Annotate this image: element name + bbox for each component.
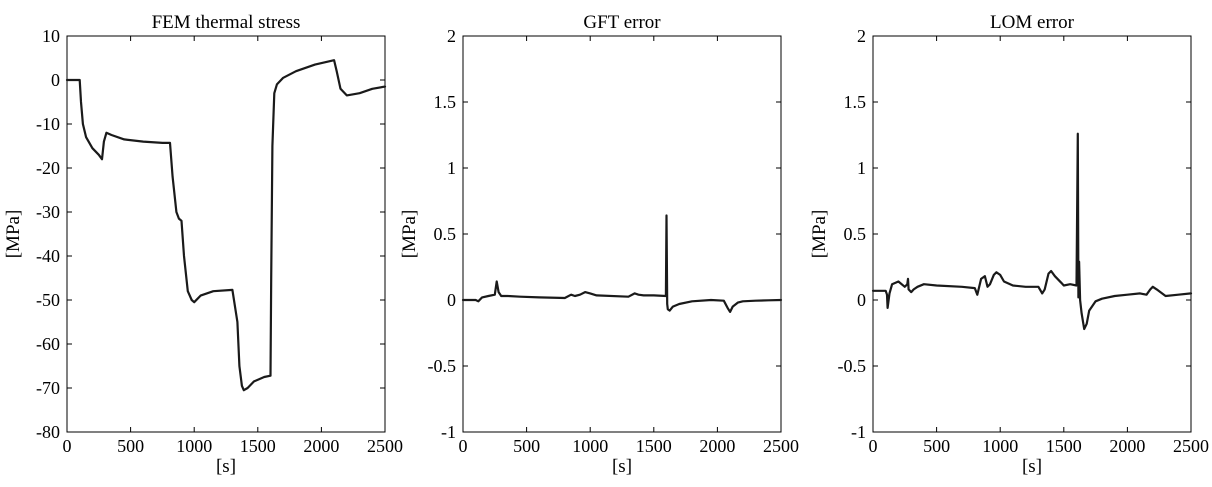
y-tick-label: -30: [36, 202, 60, 222]
y-tick-label: 0.5: [434, 224, 457, 244]
plot-frame: [872, 35, 1192, 433]
x-tick-label: 1500: [1046, 436, 1082, 456]
x-tick-label: 0: [63, 436, 72, 456]
y-tick-label: -0.5: [428, 356, 457, 376]
x-tick-label: 0: [459, 436, 468, 456]
x-tick-label: 1000: [572, 436, 608, 456]
y-tick-label: 0.5: [844, 224, 867, 244]
y-tick-label: 2: [447, 26, 456, 46]
y-tick-label: -1: [441, 422, 456, 442]
x-tick-label: 2000: [1109, 436, 1145, 456]
y-tick-label: -70: [36, 378, 60, 398]
chart-title: FEM thermal stress: [152, 12, 301, 33]
y-tick-label: -50: [36, 290, 60, 310]
y-tick-label: 1: [447, 158, 456, 178]
y-axis-label: [MPa]: [399, 210, 420, 259]
x-tick-label: 500: [513, 436, 540, 456]
x-axis-label: [s]: [216, 456, 236, 477]
y-tick-label: -60: [36, 334, 60, 354]
x-axis-label: [s]: [612, 456, 632, 477]
x-tick-label: 1500: [240, 436, 276, 456]
y-tick-label: -80: [36, 422, 60, 442]
x-tick-label: 2000: [303, 436, 339, 456]
chart-title: GFT error: [583, 12, 661, 33]
plot-lom-error: LOM error 0 500 1000 1500 2000 2500 2 1.5 1 0.5 0 -0…: [809, 12, 1209, 477]
x-tick-label: 2500: [367, 436, 403, 456]
x-tick-label: 1500: [636, 436, 672, 456]
y-tick-label: -20: [36, 158, 60, 178]
y-tick-label: -0.5: [838, 356, 867, 376]
series-line-0: [65, 59, 387, 392]
y-tick-label: 10: [42, 26, 60, 46]
y-tick-label: 1: [857, 158, 866, 178]
y-tick-label: 2: [857, 26, 866, 46]
series-line-0: [871, 132, 1193, 331]
y-axis-label: [MPa]: [3, 210, 24, 259]
y-axis-label: [MPa]: [809, 210, 830, 259]
series-line-0: [461, 214, 783, 313]
x-tick-label: 1000: [176, 436, 212, 456]
x-tick-label: 2500: [763, 436, 799, 456]
x-axis-label: [s]: [1022, 456, 1042, 477]
x-tick-label: 500: [117, 436, 144, 456]
chart-title: LOM error: [990, 12, 1075, 33]
x-tick-label: 1000: [982, 436, 1018, 456]
y-tick-label: 0: [857, 290, 866, 310]
plot-fem-thermal-stress: FEM thermal stress 0 500 1000 1500 2000 2500 10…: [3, 12, 403, 477]
y-tick-label: 0: [447, 290, 456, 310]
y-tick-label: -1: [851, 422, 866, 442]
y-tick-label: 1.5: [844, 92, 867, 112]
y-tick-label: -10: [36, 114, 60, 134]
x-tick-label: 0: [869, 436, 878, 456]
x-tick-label: 2500: [1173, 436, 1209, 456]
x-tick-label: 500: [923, 436, 950, 456]
x-tick-label: 2000: [699, 436, 735, 456]
plot-gft-error: GFT error 0 500 1000 1500 2000 2500 2 1.5 1 0.5 0 -0…: [399, 12, 799, 477]
y-tick-label: -40: [36, 246, 60, 266]
plot-frame: [66, 35, 386, 433]
plot-frame: [462, 35, 782, 433]
y-tick-label: 0: [51, 70, 60, 90]
y-tick-label: 1.5: [434, 92, 457, 112]
